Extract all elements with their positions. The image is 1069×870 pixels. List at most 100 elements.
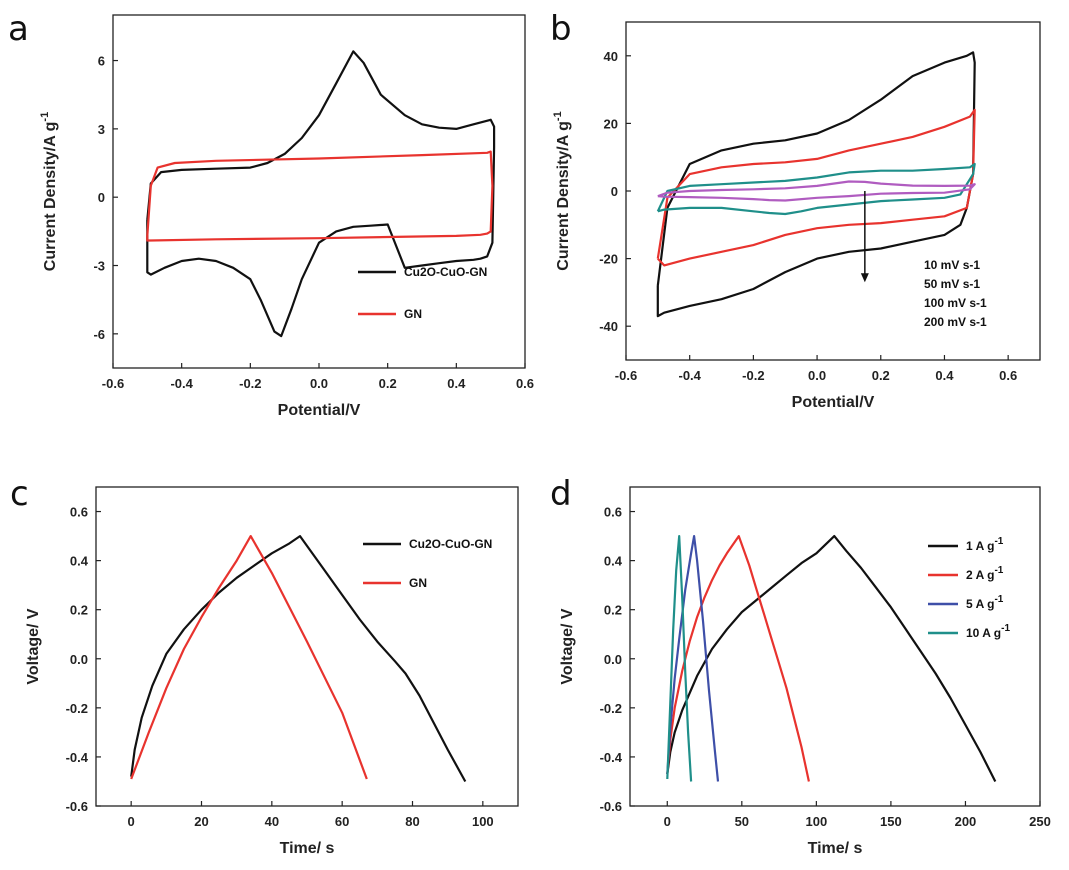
x-tick-label: -0.6 <box>615 368 637 383</box>
series-line <box>666 534 810 782</box>
x-axis-label: Time/ s <box>280 840 335 857</box>
chart-panel-d: d 0 50 100 150 200 250 -0.6 -0.4 -0.2 0.0 0.2 0.4 0.6… <box>550 474 1051 857</box>
x-tick-label: 50 <box>735 814 749 829</box>
legend-label: 10 A g-1 <box>966 623 1010 640</box>
y-tick-label: -20 <box>599 252 618 267</box>
y-tick-label: 20 <box>604 116 618 131</box>
y-tick-label: -0.6 <box>600 799 622 814</box>
series-line <box>666 534 720 782</box>
y-axis-label: Current Density/A g-1 <box>39 112 59 271</box>
y-tick-label: 0.2 <box>70 603 88 618</box>
x-axis-label: Potential/V <box>278 402 361 419</box>
x-tick-label: -0.4 <box>170 376 193 391</box>
y-tick-label: 3 <box>98 122 105 137</box>
legend-label: Cu2O-CuO-GN <box>409 537 492 551</box>
y-tick-label: -0.2 <box>600 701 622 716</box>
x-tick-label: -0.2 <box>239 376 261 391</box>
legend-label: 100 mV s-1 <box>924 296 987 310</box>
scan-rate-arrow-head <box>860 273 869 283</box>
legend-label-superscript: -1 <box>994 594 1003 605</box>
y-tick-label: -0.6 <box>66 799 88 814</box>
series-line <box>657 180 976 202</box>
y-tick-label: 0 <box>98 190 105 205</box>
plot-frame <box>95 486 519 807</box>
legend-label: 5 A g-1 <box>966 594 1004 611</box>
y-tick-label: 0 <box>611 184 618 199</box>
y-tick-label: 0.4 <box>70 554 89 569</box>
y-tick-label: -3 <box>93 259 105 274</box>
x-tick-label: 0.4 <box>447 376 466 391</box>
y-tick-label: -0.4 <box>600 750 623 765</box>
legend-label: GN <box>409 576 427 590</box>
y-axis-label-superscript: -1 <box>39 112 51 122</box>
legend-label: Cu2O-CuO-GN <box>404 265 487 279</box>
panel-letter-c: c <box>10 474 29 514</box>
legend-label: GN <box>404 307 422 321</box>
x-tick-label: -0.6 <box>102 376 124 391</box>
series-line <box>666 534 693 782</box>
x-tick-label: 60 <box>335 814 349 829</box>
series-line <box>130 534 368 780</box>
x-tick-label: 0.0 <box>310 376 328 391</box>
y-axis-label-superscript: -1 <box>552 111 564 121</box>
legend-label: 2 A g-1 <box>966 565 1004 582</box>
y-tick-label: -0.2 <box>66 701 88 716</box>
x-tick-label: 0.2 <box>872 368 890 383</box>
y-tick-label: 0.0 <box>604 652 622 667</box>
x-tick-label: 100 <box>472 814 494 829</box>
legend-label-superscript: -1 <box>1001 623 1010 634</box>
legend-label: 1 A g-1 <box>966 536 1004 553</box>
x-tick-label: 200 <box>955 814 977 829</box>
series-line <box>656 162 976 216</box>
x-tick-label: 0.2 <box>379 376 397 391</box>
x-tick-label: 150 <box>880 814 902 829</box>
plot-frame <box>629 486 1041 807</box>
y-tick-label: 0.0 <box>70 652 88 667</box>
x-tick-label: 0.4 <box>935 368 954 383</box>
x-tick-label: 40 <box>265 814 279 829</box>
x-tick-label: 80 <box>405 814 419 829</box>
x-tick-label: 100 <box>806 814 828 829</box>
y-tick-label: -0.4 <box>66 750 89 765</box>
y-axis-label: Voltage/ V <box>559 608 576 684</box>
x-tick-label: 0 <box>664 814 671 829</box>
y-tick-label: -6 <box>93 327 105 342</box>
x-axis-label: Potential/V <box>792 394 875 411</box>
x-tick-label: 250 <box>1029 814 1051 829</box>
series-line <box>130 534 467 783</box>
y-tick-label: 0.6 <box>604 505 622 520</box>
x-tick-label: -0.2 <box>742 368 764 383</box>
series-line <box>666 534 997 782</box>
panel-letter-d: d <box>550 474 572 514</box>
series-line <box>656 108 976 267</box>
y-axis-label: Current Density/A g-1 <box>552 111 572 270</box>
panel-letter-b: b <box>550 9 572 49</box>
panel-letter-a: a <box>8 9 29 49</box>
legend-label-superscript: -1 <box>994 536 1003 547</box>
legend-label: 200 mV s-1 <box>924 315 987 329</box>
x-tick-label: -0.4 <box>678 368 701 383</box>
y-axis-label: Voltage/ V <box>25 608 42 684</box>
y-tick-label: 6 <box>98 54 105 69</box>
x-tick-label: 20 <box>194 814 208 829</box>
y-tick-label: 0.2 <box>604 603 622 618</box>
y-tick-label: -40 <box>599 319 618 334</box>
y-tick-label: 40 <box>604 49 618 64</box>
legend-label: 50 mV s-1 <box>924 277 980 291</box>
chart-panel-a: a -0.6 -0.4 -0.2 0.0 0.2 0.4 0.6 -6 -3 0 3 6 Potentia… <box>8 9 534 419</box>
y-tick-label: 0.4 <box>604 554 623 569</box>
legend-label: 10 mV s-1 <box>924 258 980 272</box>
chart-panel-c: c 0 20 40 60 80 100 -0.6 -0.4 -0.2 0.0 0.2 0.4 0.6 Tim… <box>10 474 519 857</box>
x-tick-label: 0.0 <box>808 368 826 383</box>
x-tick-label: 0.6 <box>516 376 534 391</box>
plot-frame <box>112 14 526 369</box>
x-tick-label: 0.6 <box>999 368 1017 383</box>
x-tick-label: 0 <box>128 814 135 829</box>
legend-label-superscript: -1 <box>994 565 1003 576</box>
x-axis-label: Time/ s <box>808 840 863 857</box>
y-tick-label: 0.6 <box>70 505 88 520</box>
series-line <box>146 150 494 242</box>
chart-panel-b: b -0.6 -0.4 -0.2 0.0 0.2 0.4 0.6 -40 -20 0 20 40 Pote… <box>550 9 1041 411</box>
series-line <box>146 50 496 338</box>
